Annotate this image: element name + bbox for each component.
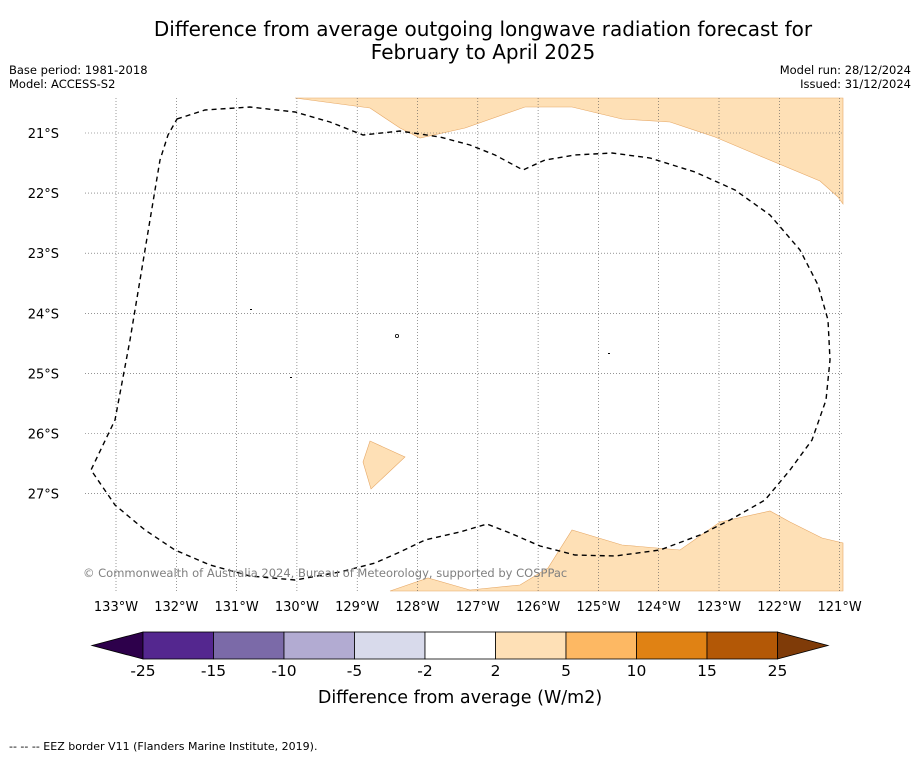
issued-date: Issued: 31/12/2024 — [800, 77, 911, 91]
anomaly-regions — [294, 97, 844, 592]
colorbar-segment — [495, 631, 567, 660]
colorbar-under-arrow — [90, 631, 144, 660]
colorbar-tick-label: 2 — [491, 662, 501, 680]
colorbar-label: Difference from average (W/m2) — [318, 688, 602, 708]
colorbar-tick-label: -25 — [130, 662, 155, 680]
colorbar-tick-label: -10 — [271, 662, 296, 680]
longitude-label: 133°W — [94, 600, 138, 615]
colorbar-tick-label: 15 — [697, 662, 717, 680]
colorbar-tick-labels: -25 -15 -10 -5 -2 2 5 10 15 25 — [130, 662, 787, 680]
copyright-notice: © Commonwealth of Australia 2024, Bureau… — [83, 566, 567, 580]
latitude-label: 26°S — [28, 428, 59, 443]
colorbar-segment — [213, 631, 285, 660]
longitude-label: 122°W — [757, 600, 801, 615]
latitude-label: 22°S — [28, 187, 59, 202]
latitude-label: 24°S — [28, 307, 59, 322]
colorbar-tick-label: -2 — [417, 662, 432, 680]
meta-right: Model run: 28/12/2024 Issued: 31/12/2024 — [780, 63, 911, 91]
title-line-2: February to April 2025 — [370, 40, 596, 64]
longitude-labels: 133°W 132°W 131°W 130°W 129°W 128°W 127°W 126°W… — [94, 600, 862, 615]
longitude-label: 132°W — [154, 600, 198, 615]
eez-border — [90, 106, 831, 581]
model-run: Model run: 28/12/2024 — [779, 63, 911, 77]
model-name: Model: ACCESS-S2 — [9, 77, 116, 91]
island-dot — [290, 377, 292, 378]
colorbar-segment — [142, 631, 214, 660]
longitude-label: 126°W — [516, 600, 560, 615]
gridlines — [85, 98, 843, 591]
colorbar-over-arrow — [777, 631, 830, 660]
colorbar-segment — [354, 631, 426, 660]
island-dot — [394, 333, 399, 338]
latitude-label: 23°S — [28, 247, 59, 262]
anomaly-region-southeast — [389, 510, 844, 592]
colorbar-tick-label: 5 — [561, 662, 571, 680]
anomaly-region-small — [362, 440, 406, 490]
longitude-label: 130°W — [275, 600, 319, 615]
latitude-label: 21°S — [28, 127, 59, 142]
longitude-label: 128°W — [395, 600, 439, 615]
island-markers — [250, 309, 610, 378]
colorbar-tick-label: -5 — [347, 662, 362, 680]
longitude-label: 124°W — [637, 600, 681, 615]
island-dot — [250, 309, 252, 310]
latitude-label: 27°S — [28, 488, 59, 503]
map-area: © Commonwealth of Australia 2024, Bureau… — [83, 97, 844, 592]
latitude-label: 25°S — [28, 367, 59, 382]
longitude-label: 127°W — [456, 600, 500, 615]
map-background — [85, 98, 843, 591]
colorbar-segment — [565, 631, 637, 660]
colorbar-segment — [424, 631, 496, 660]
colorbar-segment — [636, 631, 708, 660]
chart-title: Difference from average outgoing longwav… — [0, 18, 919, 64]
colorbar-tick-label: 10 — [627, 662, 647, 680]
colorbar-tick-label: -15 — [201, 662, 226, 680]
latitude-labels: 21°S 22°S 23°S 24°S 25°S 26°S 27°S — [28, 127, 59, 503]
meta-left: Base period: 1981-2018 Model: ACCESS-S2 — [9, 63, 148, 91]
longitude-label: 125°W — [576, 600, 620, 615]
title-line-1: Difference from average outgoing longwav… — [153, 17, 813, 41]
longitude-label: 123°W — [697, 600, 741, 615]
longitude-label: 121°W — [818, 600, 862, 615]
longitude-label: 131°W — [215, 600, 259, 615]
colorbar — [90, 631, 830, 660]
longitude-label: 129°W — [335, 600, 379, 615]
island-dot — [608, 353, 610, 354]
base-period: Base period: 1981-2018 — [9, 63, 148, 77]
footnote: -- -- -- EEZ border V11 (Flanders Marine… — [9, 740, 318, 753]
colorbar-tick-label: 25 — [768, 662, 788, 680]
colorbar-segment — [706, 631, 778, 660]
colorbar-segment — [283, 631, 355, 660]
